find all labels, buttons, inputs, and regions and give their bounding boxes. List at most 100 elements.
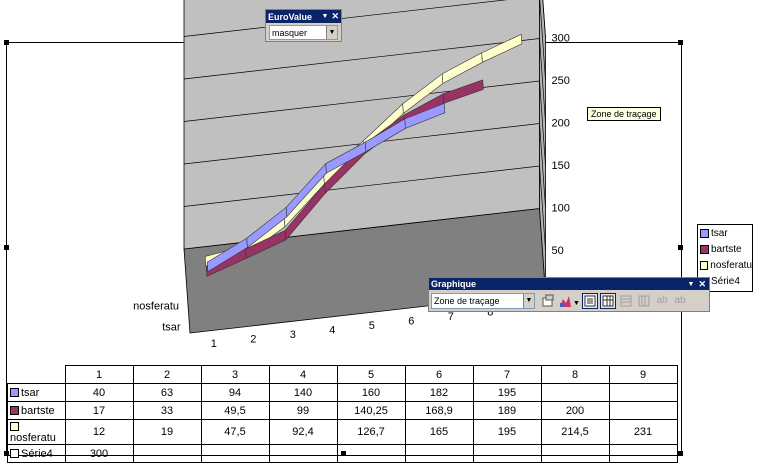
close-icon[interactable]: ✕: [698, 278, 706, 289]
table-cell: 12: [64, 419, 134, 445]
tooltip: Zone de traçage: [587, 107, 661, 121]
chevron-down-icon[interactable]: ▼: [326, 26, 337, 39]
table-cell: 140: [268, 383, 338, 402]
selection-handle[interactable]: [4, 245, 9, 250]
table-header-cell: 9: [608, 365, 678, 384]
table-cell: [268, 444, 338, 463]
toolbar-options-icon[interactable]: ▼: [321, 13, 329, 20]
depth-tick-label: nosferatu: [133, 301, 179, 313]
row-label: bartste: [21, 404, 55, 417]
series-ribbon-bartste[interactable]: [442, 79, 484, 104]
table-header-cell: 7: [472, 365, 542, 384]
legend-toggle-icon[interactable]: [582, 292, 598, 309]
chart-toolbar-titlebar[interactable]: Graphique ▼ ✕: [429, 278, 709, 290]
table-cell: 165: [404, 419, 474, 445]
legend-swatch: [10, 421, 19, 431]
angle-text-up-icon[interactable]: ab: [674, 295, 686, 306]
selection-handle[interactable]: [678, 40, 683, 45]
chart-legend[interactable]: tsar bartste nosferatu Série4: [697, 224, 753, 292]
gridline: [542, 0, 546, 38]
table-cell: [608, 401, 678, 420]
y-tick-label: 150: [552, 160, 570, 172]
table-cell: 300: [64, 444, 134, 463]
table-header-cell: 5: [336, 365, 406, 384]
x-tick-label: 5: [369, 320, 375, 332]
table-cell: 99: [268, 401, 338, 420]
legend-item[interactable]: bartste: [698, 241, 752, 257]
table-row: bartste 17 33 49,5 99 140,25 168,9 189 2…: [7, 401, 678, 420]
format-object-icon[interactable]: [540, 293, 556, 309]
x-tick-label: 4: [329, 324, 335, 336]
x-tick-label: 2: [250, 333, 256, 345]
table-cell: 33: [132, 401, 202, 420]
by-row-icon[interactable]: [618, 293, 634, 309]
chart-toolbar: Graphique ▼ ✕ Zone de traçage ▼ ▼ ab ab: [428, 277, 710, 312]
svg-text:▼: ▼: [573, 300, 579, 307]
table-cell: 189: [472, 401, 542, 420]
eurovalue-selected: masquer: [272, 27, 308, 38]
gridline: [183, 80, 546, 166]
by-column-icon[interactable]: [636, 293, 652, 309]
table-cell: 126,7: [336, 419, 406, 445]
chart-back-wall[interactable]: [183, 0, 540, 250]
selection-handle[interactable]: [678, 451, 683, 456]
chart-objects-select[interactable]: Zone de traçage ▼: [431, 292, 535, 309]
series-ribbon-tsar[interactable]: [404, 102, 446, 129]
table-header-cell: 4: [268, 365, 338, 384]
table-header-cell: 2: [132, 365, 202, 384]
x-tick-label: 3: [290, 329, 296, 341]
series-ribbon-nosferatu[interactable]: [481, 33, 523, 63]
legend-label: Série4: [711, 275, 740, 287]
selection-handle[interactable]: [678, 245, 683, 250]
gridline: [183, 38, 546, 123]
table-header-cell: 1: [64, 365, 134, 384]
y-tick-label: 50: [552, 245, 564, 257]
chart-data-table[interactable]: 1 2 3 4 5 6 7 8 9 tsar 40 63 94 140 160 …: [7, 365, 678, 463]
x-tick-label: 1: [211, 338, 217, 350]
x-tick-label: 7: [448, 311, 454, 323]
selection-handle[interactable]: [4, 451, 9, 456]
angle-text-down-icon[interactable]: ab: [656, 295, 668, 306]
data-table-icon[interactable]: [600, 292, 616, 309]
legend-label: tsar: [711, 227, 728, 239]
table-cell: [132, 444, 202, 463]
chevron-down-icon[interactable]: ▼: [523, 293, 534, 308]
table-cell: 47,5: [200, 419, 270, 445]
row-label: Série4: [21, 447, 53, 460]
table-cell: 195: [472, 419, 542, 445]
table-cell: 200: [540, 401, 610, 420]
x-tick-label: 8: [487, 306, 493, 318]
table-cell: 19: [132, 419, 202, 445]
eurovalue-title: EuroValue: [268, 11, 313, 22]
table-cell: [404, 444, 474, 463]
table-cell: 214,5: [540, 419, 610, 445]
eurovalue-select[interactable]: masquer ▼: [269, 25, 338, 40]
legend-swatch: [10, 406, 19, 416]
table-header-cell: 3: [200, 365, 270, 384]
table-cell: 140,25: [336, 401, 406, 420]
y-tick-label: 200: [552, 118, 570, 130]
row-label: tsar: [21, 386, 40, 399]
table-cell: [608, 444, 678, 463]
table-row: nosferatu 12 19 47,5 92,4 126,7 165 195 …: [7, 419, 678, 445]
chart-objects-selected: Zone de traçage: [434, 295, 500, 306]
legend-item[interactable]: tsar: [698, 225, 752, 241]
table-cell: [540, 444, 610, 463]
close-icon[interactable]: ✕: [331, 11, 339, 21]
row-header: Série4: [7, 444, 66, 463]
legend-swatch: [10, 449, 19, 459]
toolbar-options-icon[interactable]: ▼: [687, 280, 695, 288]
eurovalue-titlebar[interactable]: EuroValue ▼ ✕: [266, 10, 341, 23]
table-cell: 40: [64, 383, 134, 402]
legend-swatch: [10, 388, 19, 398]
table-header-row: 1 2 3 4 5 6 7 8 9: [7, 365, 678, 384]
legend-item[interactable]: nosferatu: [698, 257, 752, 273]
y-tick-label: 300: [552, 33, 570, 45]
row-header: bartste: [7, 401, 66, 420]
legend-label: bartste: [711, 243, 742, 255]
row-label: nosferatu: [10, 432, 56, 444]
chart-type-icon[interactable]: ▼: [558, 293, 580, 309]
table-cell: 94: [200, 383, 270, 402]
table-cell: 168,9: [404, 401, 474, 420]
selection-handle[interactable]: [4, 40, 9, 45]
